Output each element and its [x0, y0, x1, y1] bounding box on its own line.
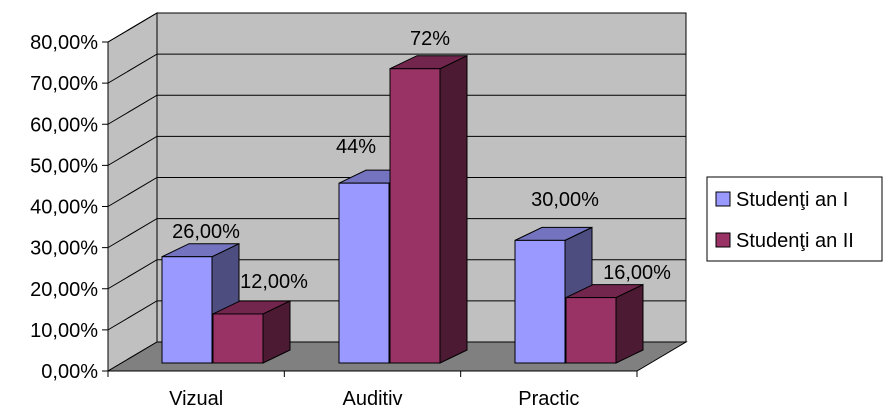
gridline	[107, 135, 686, 166]
y-tick-label: 50,00%	[30, 155, 98, 177]
bar	[161, 256, 213, 364]
gridline	[107, 94, 686, 125]
axes: 0,00% 10,00% 20,00% 30,00% 40,00% 50,00% 60,00…	[30, 32, 638, 410]
data-labels: 26,00% 12,00% 44% 72% 30,00% 16,00%	[172, 28, 671, 293]
data-label: 72%	[410, 28, 450, 50]
y-tick-label: 80,00%	[30, 32, 98, 54]
y-tick-label: 20,00%	[30, 279, 98, 301]
bars	[161, 54, 644, 364]
data-label: 30,00%	[531, 189, 599, 211]
legend-label-an-i: Studenţi an I	[736, 189, 848, 211]
gridline	[107, 12, 686, 43]
data-label: 26,00%	[172, 221, 240, 243]
bar	[565, 297, 617, 364]
category-label: Auditiv	[342, 388, 402, 410]
bar-side	[439, 54, 468, 364]
y-tick-label: 0,00%	[41, 361, 98, 383]
y-tick-label: 60,00%	[30, 114, 98, 136]
data-label: 44%	[336, 136, 376, 158]
gridline	[107, 259, 686, 290]
gridline	[107, 53, 686, 84]
gridline	[107, 218, 686, 249]
category-label: Practic	[518, 388, 579, 410]
bar	[338, 182, 390, 364]
legend: Studenţi an I Studenţi an II	[706, 176, 883, 262]
bar	[212, 313, 264, 364]
gridline	[107, 300, 686, 331]
y-tick-label: 30,00%	[30, 238, 98, 260]
gridlines	[107, 12, 686, 331]
bar	[514, 239, 566, 364]
bar	[389, 68, 441, 364]
data-label: 16,00%	[603, 262, 671, 284]
category-label: Vizual	[169, 388, 223, 410]
legend-swatch-an-i	[715, 191, 731, 207]
y-tick-label: 70,00%	[30, 73, 98, 95]
legend-swatch-an-ii	[715, 232, 731, 248]
data-label: 12,00%	[240, 271, 308, 293]
legend-box	[706, 176, 883, 262]
bar-side	[615, 283, 644, 364]
legend-label-an-ii: Studenţi an II	[736, 230, 854, 252]
y-tick-label: 10,00%	[30, 320, 98, 342]
y-tick-label: 40,00%	[30, 197, 98, 219]
gridline	[107, 177, 686, 207]
